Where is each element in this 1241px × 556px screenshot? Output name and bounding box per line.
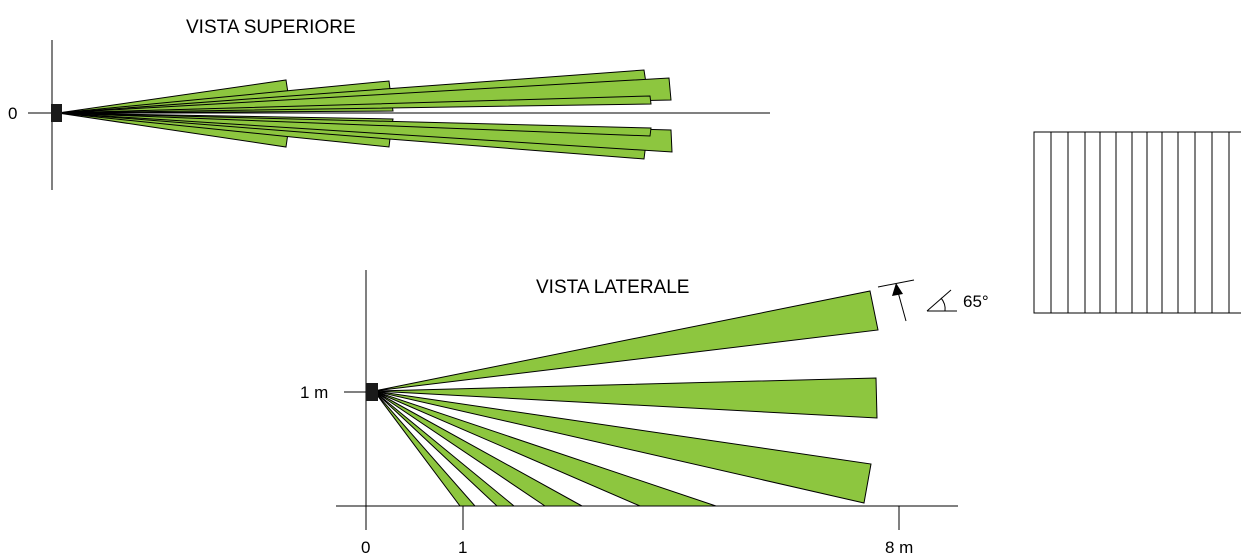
tilt-arrow-head <box>892 283 903 296</box>
side-beam-floor-2 <box>373 390 516 507</box>
angle-symbol-ray <box>926 289 952 312</box>
x-label-0: 0 <box>361 538 370 556</box>
side-view-title: VISTA LATERALE <box>536 277 689 298</box>
side-view-sensor <box>366 383 378 401</box>
side-beam-middle <box>373 377 878 419</box>
striped-panel <box>1033 131 1241 314</box>
top-beam-upper-6 <box>57 95 652 114</box>
side-view: VISTA LATERALE 1 m 0 1 8 m 65° <box>300 270 989 556</box>
top-view-sensor <box>51 104 62 122</box>
angle-symbol-arc <box>940 297 946 312</box>
striped-panel-frame <box>1033 131 1241 314</box>
side-view-beams <box>373 290 879 507</box>
tilt-arrow-shaft <box>897 291 907 322</box>
angle-label: 65° <box>963 292 989 311</box>
x-label-8m: 8 m <box>885 538 913 556</box>
top-view-origin-label: 0 <box>8 104 17 123</box>
side-beam-upper <box>373 290 879 392</box>
top-view: VISTA SUPERIORE 0 <box>8 17 770 190</box>
top-beam-lower-6 <box>57 112 652 137</box>
top-view-title: VISTA SUPERIORE <box>186 17 356 38</box>
x-label-1: 1 <box>458 538 467 556</box>
top-view-beams <box>57 69 673 160</box>
side-beam-floor-4 <box>373 390 717 507</box>
side-beam-lower <box>373 390 872 504</box>
tilt-indicator: 65° <box>877 279 989 322</box>
height-label: 1 m <box>300 383 328 402</box>
side-beam-floor-3 <box>373 390 583 507</box>
side-beam-floor-1 <box>373 390 477 507</box>
